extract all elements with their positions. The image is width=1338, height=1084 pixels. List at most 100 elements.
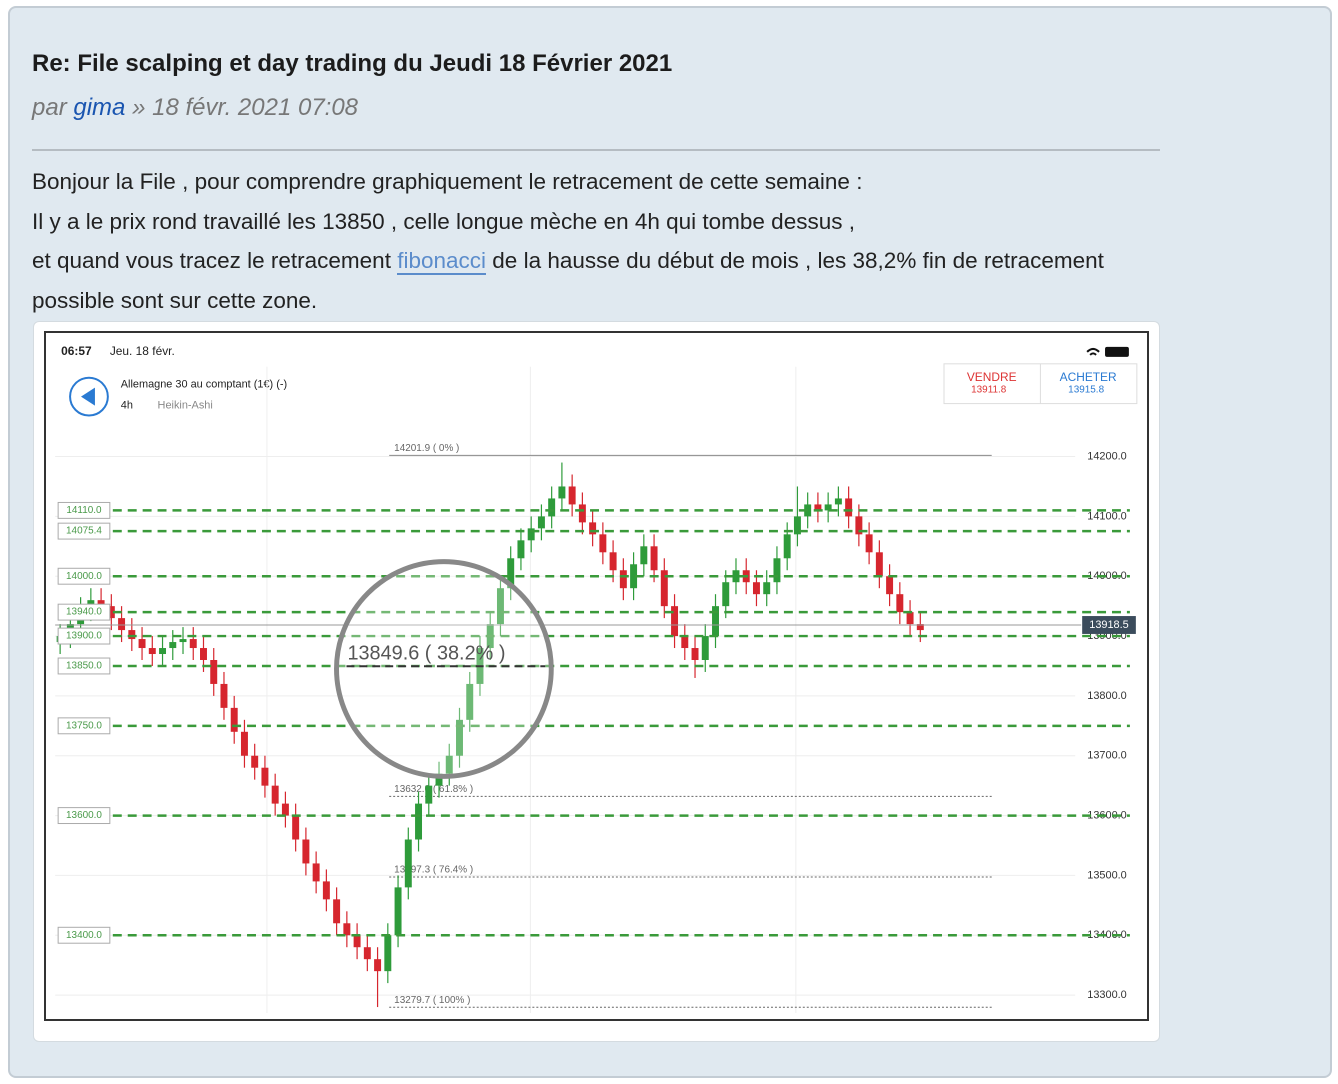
candle-body [752, 582, 760, 595]
candle-body [404, 839, 412, 888]
candle-body [374, 959, 382, 972]
level-box [57, 657, 111, 675]
back-arrow [81, 387, 95, 406]
post-meta: par gima » 18 févr. 2021 07:08 [32, 94, 358, 122]
level-label: 13600.0 [66, 810, 102, 821]
candle-body [261, 767, 269, 786]
sell-price: 13911.8 [971, 384, 1007, 395]
candle-body [302, 839, 310, 864]
post-body: Bonjour la File , pour comprendre graphi… [32, 162, 1152, 320]
divider [32, 149, 1160, 151]
candle-body [712, 606, 719, 637]
candle-body [230, 707, 238, 732]
candle-body [855, 516, 863, 535]
level-label: 13900.0 [66, 631, 102, 642]
current-box [1082, 616, 1136, 634]
level-box [57, 567, 111, 585]
candle-body [394, 887, 402, 936]
candle-body [220, 683, 228, 708]
candle-body [343, 923, 351, 936]
battery-icon [1105, 346, 1129, 357]
body-line: Il y a le prix rond travaillé les 13850 … [32, 208, 855, 234]
author-link[interactable]: gima [73, 94, 126, 121]
candle-body [97, 600, 105, 607]
author-prefix: par [32, 94, 67, 121]
candle-body [312, 863, 320, 882]
candle-body [466, 683, 474, 720]
y-tick-label: 13300.0 [1087, 989, 1126, 1001]
candle-body [671, 606, 679, 637]
sell-button[interactable]: VENDRE [967, 370, 1017, 384]
candle-body [456, 719, 463, 756]
body-line: Bonjour la File , pour comprendre graphi… [32, 169, 863, 194]
level-label: 13400.0 [66, 930, 102, 941]
candle-body [568, 486, 576, 505]
candle-body [353, 935, 361, 948]
candle-body [496, 588, 504, 625]
level-box [57, 807, 111, 825]
instrument: Allemagne 30 au comptant (1€) (-) [121, 379, 287, 391]
candle-body [415, 803, 423, 840]
level-box [57, 627, 111, 645]
candle-body [537, 516, 545, 529]
candle-body [107, 606, 115, 619]
y-tick-label: 13500.0 [1087, 869, 1126, 881]
candle-body [732, 570, 740, 583]
y-tick-label: 13800.0 [1087, 690, 1126, 702]
magnifier-label: 13849.6 ( 38.2% ) [347, 643, 505, 665]
body-line: de la hausse du début de mois , les 38,2… [32, 248, 1104, 313]
candle-body [722, 582, 730, 607]
candle-body [189, 639, 197, 649]
level-box [57, 522, 111, 540]
candle-body [517, 540, 525, 559]
level-box [57, 501, 111, 519]
candle-body [814, 504, 822, 511]
body-link[interactable]: fibonacci [397, 248, 487, 275]
candle-body [916, 624, 924, 631]
candle-body [834, 498, 842, 505]
candle-body [660, 570, 668, 607]
candle-body [200, 648, 207, 661]
candle-body [793, 516, 801, 535]
fib-label: 14201.9 ( 0% ) [394, 443, 459, 454]
candle-body [240, 731, 248, 756]
chart: 06:57 Jeu. 18 févr. Allemagne 30 au comp… [44, 331, 1149, 1021]
timeframe: 4h [121, 399, 133, 411]
candle-body [210, 660, 218, 684]
candle-body [148, 648, 156, 655]
candle-body [281, 803, 289, 816]
y-tick-label: 13700.0 [1087, 750, 1126, 762]
candle-body [384, 935, 392, 972]
candle-body [292, 815, 300, 840]
level-label: 14110.0 [66, 505, 102, 516]
y-tick-label: 14000.0 [1087, 570, 1126, 582]
status-time: 06:57 [61, 344, 92, 358]
candle-body [875, 552, 883, 577]
y-tick-label: 13600.0 [1087, 809, 1126, 821]
y-tick-label: 13400.0 [1087, 929, 1126, 941]
candle-body [435, 773, 443, 786]
fib-label: 13279.7 ( 100% ) [394, 995, 470, 1006]
chart-style: Heikin-Ashi [158, 399, 213, 411]
y-tick-label: 14100.0 [1087, 510, 1126, 522]
post-title[interactable]: Re: File scalping et day trading du Jeud… [32, 50, 673, 77]
candle-body [589, 522, 597, 535]
candle-body [865, 534, 873, 553]
candle-body [138, 639, 146, 649]
level-label: 13940.0 [66, 607, 102, 618]
candle-body [179, 639, 187, 643]
candle-body [599, 534, 607, 553]
level-box [57, 603, 111, 621]
buy-button[interactable]: ACHETER [1060, 370, 1117, 384]
candle-body [548, 498, 556, 517]
candle-body [824, 504, 832, 511]
chart-bg [47, 333, 1146, 1019]
candle-body [527, 528, 535, 541]
candle-body [650, 546, 658, 571]
candle-body [322, 881, 330, 900]
candle-body [763, 582, 771, 595]
candle-body [783, 534, 791, 559]
candle-body [445, 755, 453, 774]
level-box [57, 926, 111, 944]
